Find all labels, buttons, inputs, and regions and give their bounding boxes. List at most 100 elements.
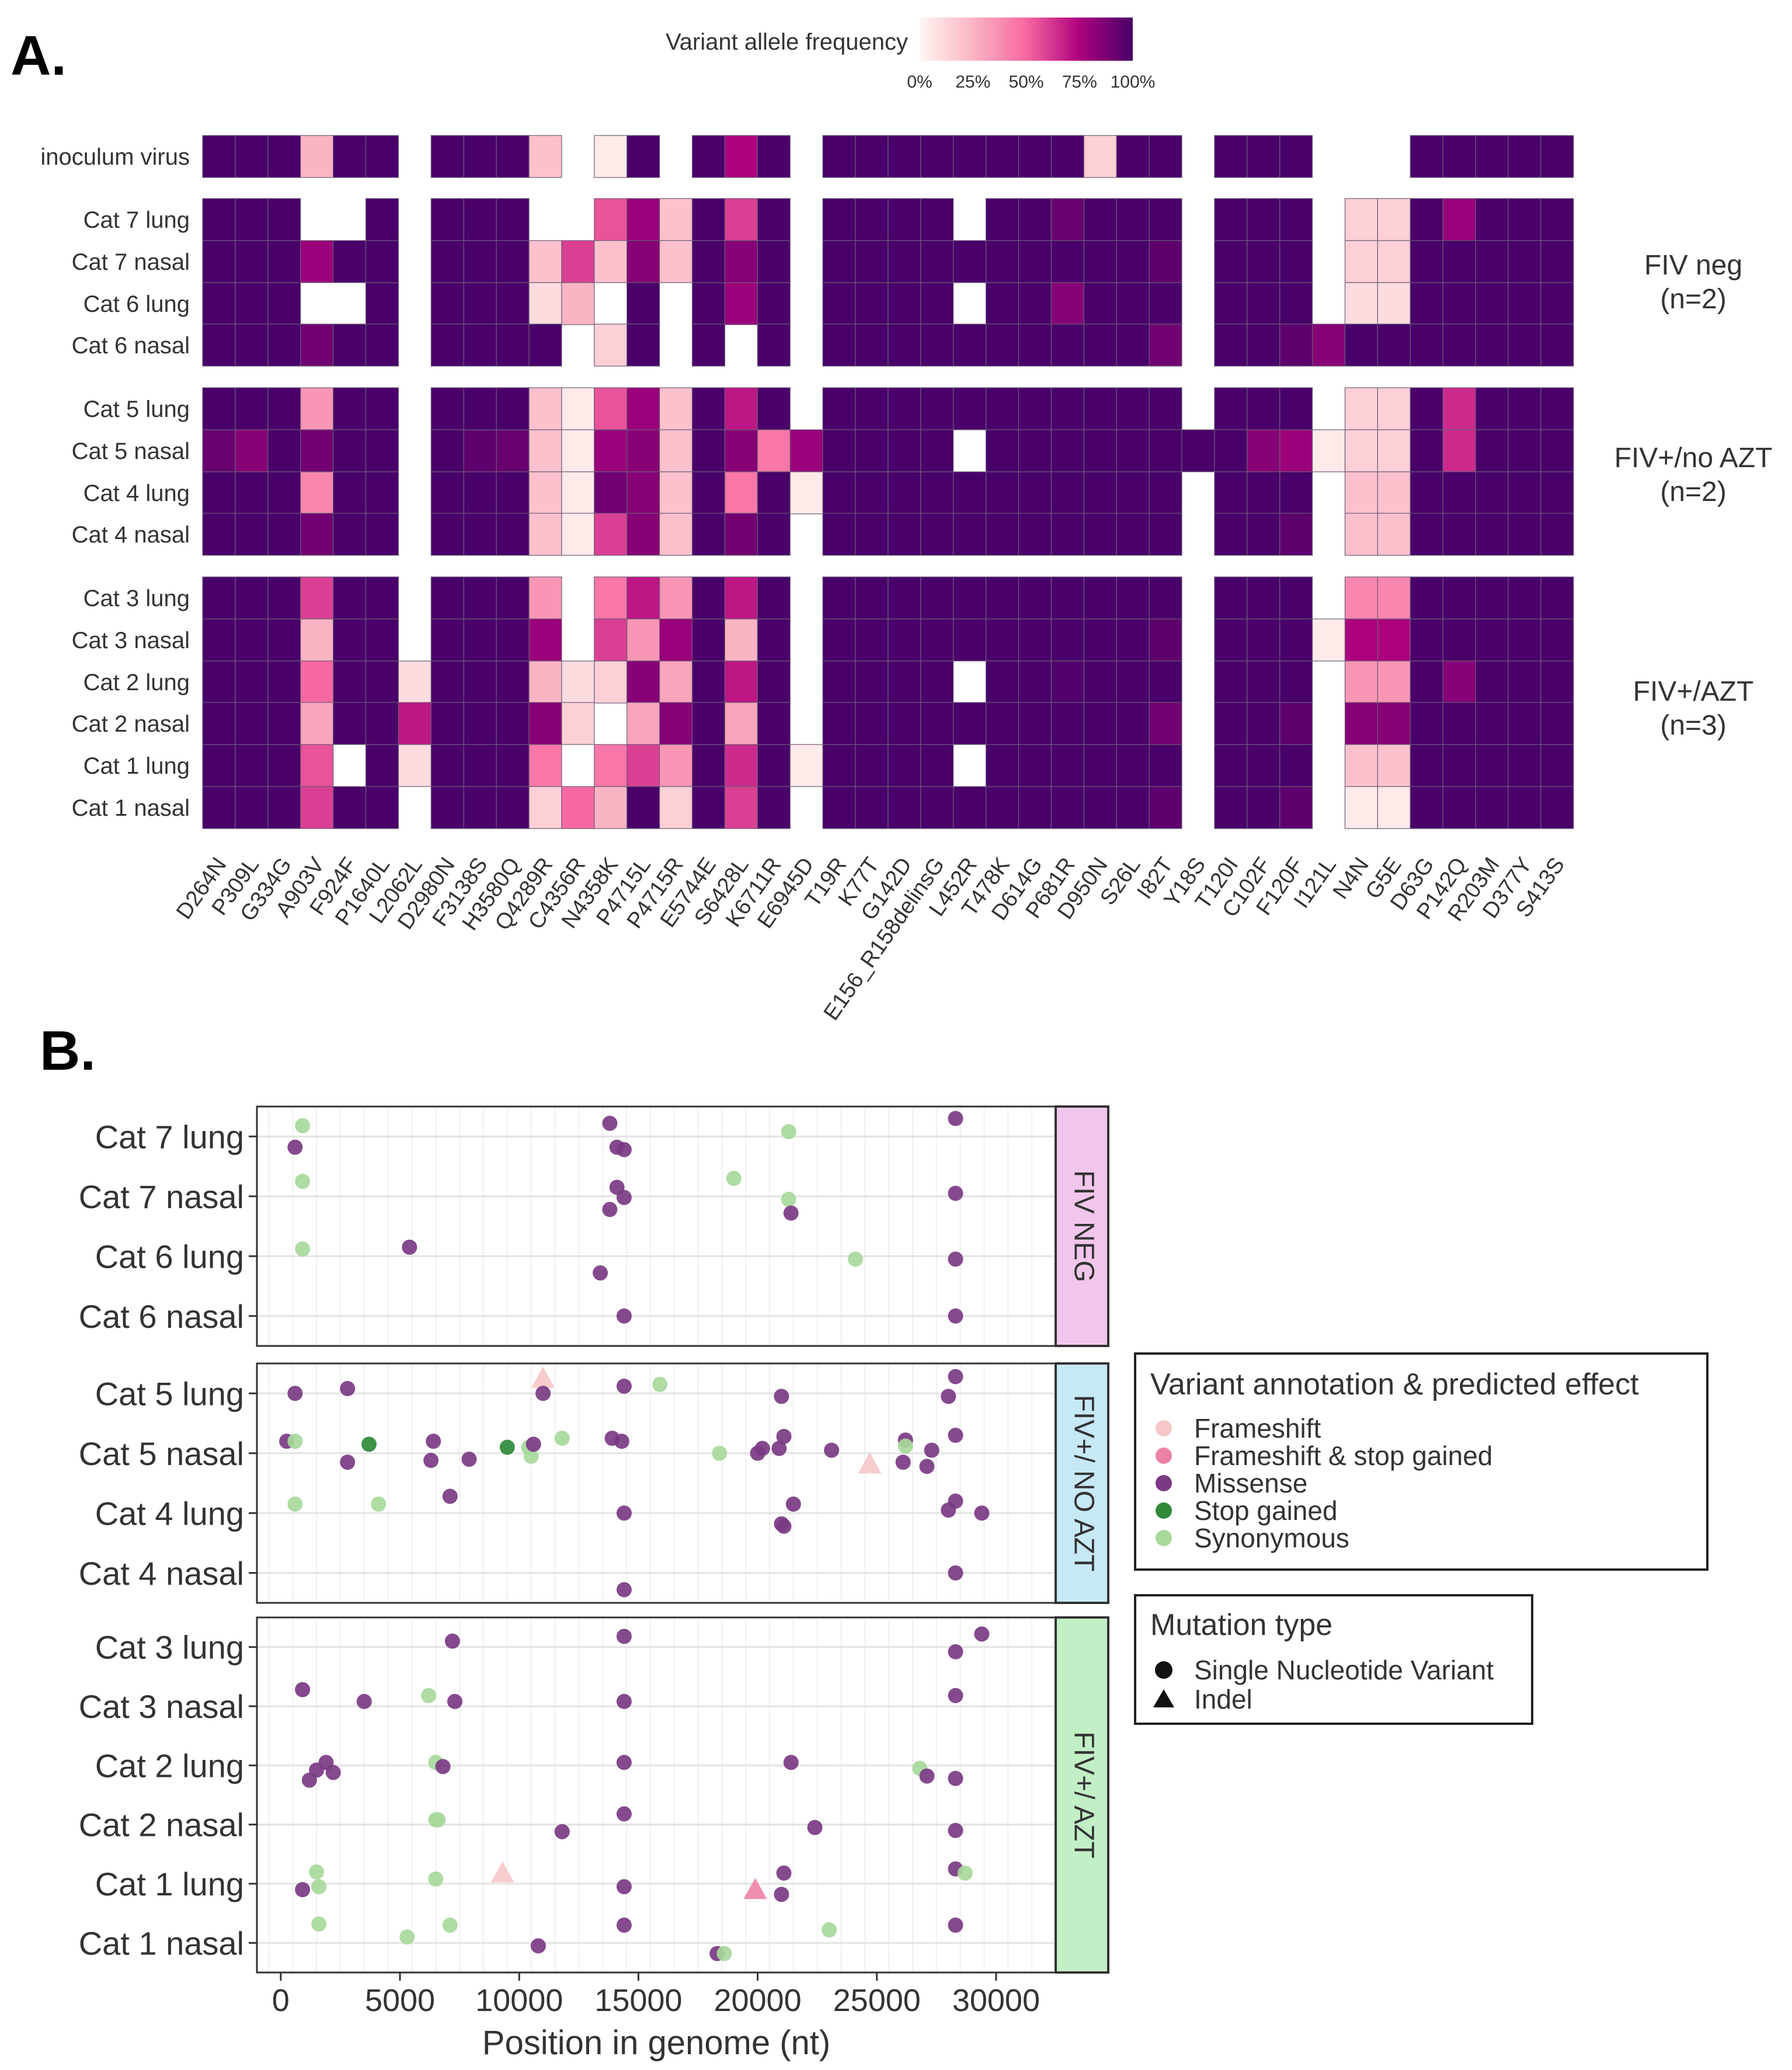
heatmap-cell [985, 471, 1019, 514]
heatmap-cell [430, 240, 464, 283]
heatmap-cell [365, 660, 399, 704]
heatmap-cell [235, 135, 269, 178]
y-tick-label: Cat 2 lung [95, 1747, 244, 1784]
heatmap-cell [888, 198, 921, 241]
point-snv [948, 1565, 963, 1581]
heatmap-cell [365, 786, 399, 829]
heatmap-cell [1442, 618, 1476, 662]
heatmap-cell [724, 198, 758, 241]
heatmap-cell [855, 387, 889, 430]
heatmap-cell [300, 660, 334, 704]
heatmap-cell [1050, 576, 1084, 620]
heatmap-row-label: Cat 1 nasal [72, 795, 190, 821]
heatmap-cell [1312, 429, 1346, 472]
heatmap-cell [920, 702, 954, 745]
point-snv [948, 1185, 963, 1201]
facet-strip [1055, 1616, 1109, 1974]
y-tick-label: Cat 6 lung [95, 1238, 244, 1275]
heatmap-cell [496, 576, 530, 620]
heatmap-cell [496, 786, 530, 829]
heatmap-cell [627, 786, 660, 829]
heatmap-cell [300, 786, 334, 829]
heatmap-cell [430, 786, 464, 829]
heatmap-cell [332, 471, 367, 514]
heatmap-cell [691, 282, 726, 325]
heatmap-cell [757, 660, 791, 704]
heatmap-cell [920, 429, 954, 472]
heatmap-cell [920, 513, 954, 556]
heatmap-cell [300, 429, 334, 472]
point-indel [531, 1366, 555, 1388]
heatmap-cell [1083, 323, 1117, 367]
heatmap-cell [267, 786, 301, 829]
heatmap-cell [463, 240, 497, 283]
heatmap-cell [757, 387, 791, 430]
heatmap-cell [1475, 576, 1509, 620]
point-indel [858, 1452, 882, 1474]
heatmap-cell [1149, 471, 1182, 514]
heatmap-cell [267, 744, 301, 787]
heatmap-cell [1475, 471, 1509, 514]
heatmap-cell [1540, 471, 1574, 514]
heatmap-cell [1410, 240, 1443, 283]
legend-type: Mutation type Single Nucleotide VariantI… [1134, 1594, 1533, 1725]
heatmap-cell [1018, 660, 1052, 704]
heatmap-cell [1247, 471, 1281, 514]
heatmap-cell [1344, 198, 1379, 241]
heatmap-group-label: FIV neg [1644, 250, 1742, 281]
heatmap-cell [822, 618, 856, 662]
point-snv [712, 1445, 728, 1461]
point-snv [593, 1265, 608, 1281]
heatmap-cell [1377, 282, 1411, 325]
heatmap-cell [1540, 786, 1574, 829]
heatmap-cell [202, 387, 236, 430]
heatmap-cell [659, 618, 693, 662]
heatmap-cell [300, 387, 334, 430]
heatmap-row-label: Cat 5 lung [83, 396, 190, 422]
heatmap-cell [267, 660, 301, 704]
heatmap [202, 135, 1574, 829]
heatmap-cell [1214, 702, 1248, 745]
heatmap-cell [627, 513, 660, 556]
point-snv [535, 1386, 551, 1401]
heatmap-cell [300, 471, 334, 514]
facet-panel-background [257, 1617, 1056, 1972]
heatmap-cell [1018, 282, 1052, 325]
heatmap-cell [1442, 786, 1476, 829]
x-tick-label: 0 [272, 1983, 290, 2018]
legend-effect-label: Frameshift [1194, 1413, 1321, 1443]
heatmap-cell [888, 744, 921, 787]
x-axis-title: Position in genome (nt) [482, 2024, 830, 2062]
heatmap-cell [757, 618, 791, 662]
heatmap-cell [300, 513, 334, 556]
heatmap-cell [1279, 786, 1313, 829]
heatmap-cell [1050, 240, 1084, 283]
heatmap-cell [594, 744, 628, 787]
point-indel [743, 1878, 767, 1899]
heatmap-cell [463, 660, 497, 704]
heatmap-cell [267, 282, 301, 325]
heatmap-cell [267, 387, 301, 430]
heatmap-cell [1410, 471, 1443, 514]
point-snv [822, 1922, 837, 1938]
heatmap-cell [594, 660, 628, 704]
heatmap-cell [1475, 513, 1509, 556]
heatmap-cell [1540, 198, 1574, 241]
heatmap-cell [1116, 513, 1150, 556]
heatmap-cell [888, 240, 921, 283]
heatmap-cell [1508, 660, 1542, 704]
heatmap-cell [1410, 576, 1443, 620]
heatmap-cell [659, 429, 693, 472]
heatmap-row-label: inoculum virus [40, 144, 190, 170]
heatmap-row-label: Cat 2 nasal [72, 711, 190, 737]
heatmap-cell [235, 323, 269, 367]
point-snv [447, 1693, 462, 1709]
heatmap-cell [332, 387, 367, 430]
x-tick-label: 30000 [952, 1983, 1040, 2018]
point-snv [614, 1434, 629, 1449]
heatmap-cell [1116, 744, 1150, 787]
heatmap-cell [1442, 660, 1476, 704]
heatmap-cell [1344, 513, 1379, 556]
heatmap-cell [1377, 786, 1411, 829]
heatmap-cell [855, 429, 889, 472]
